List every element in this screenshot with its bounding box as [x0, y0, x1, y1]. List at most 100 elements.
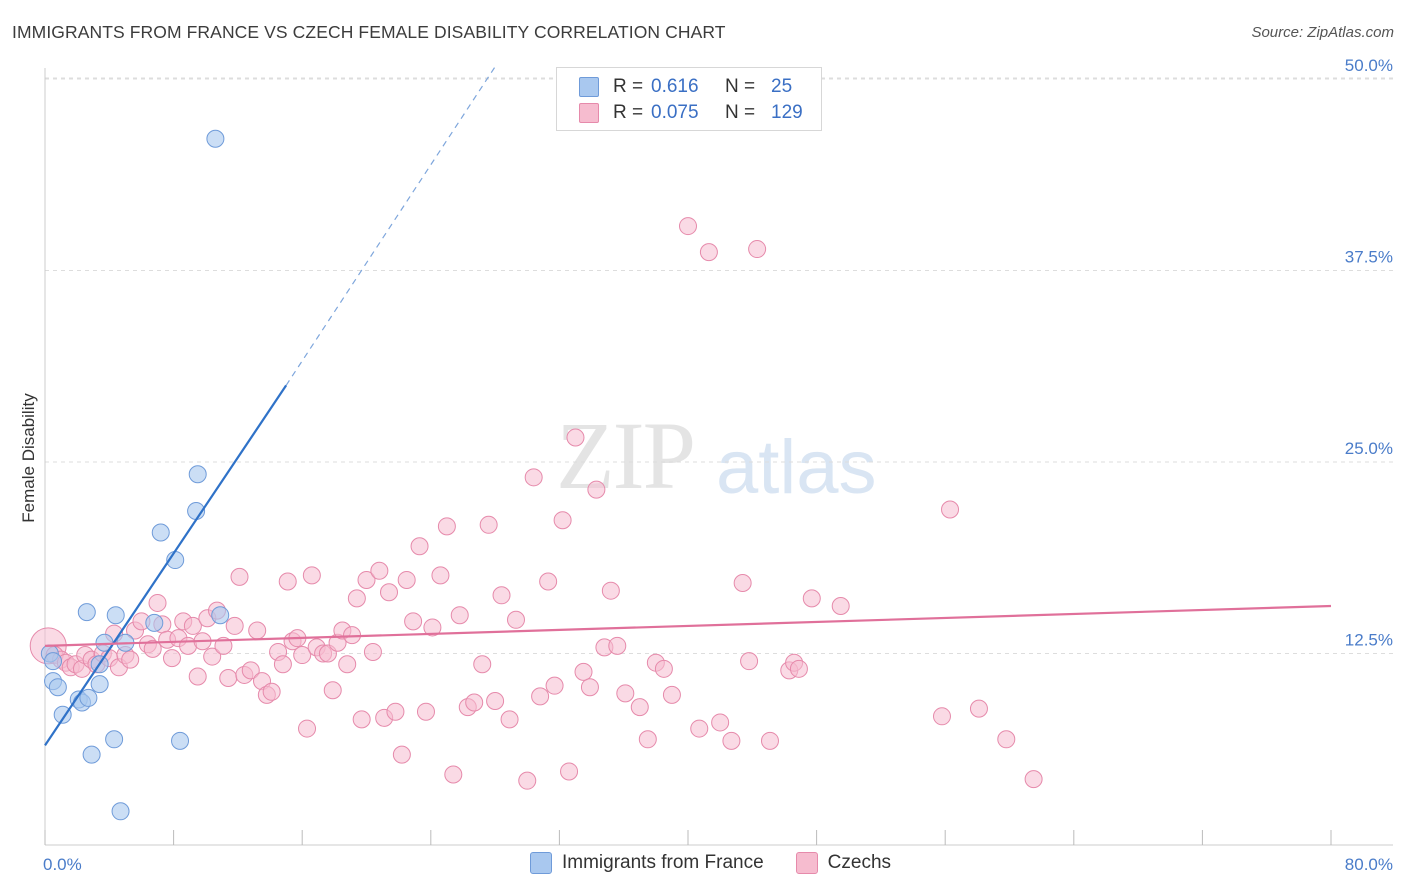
czechs-point: [143, 639, 162, 658]
czechs-point: [545, 676, 564, 695]
x-tick-label: 0.0%: [43, 855, 82, 874]
france-point: [53, 705, 72, 724]
czechs-point: [580, 678, 599, 697]
y-tick-label: 50.0%: [1345, 56, 1393, 75]
czechs-point: [492, 586, 511, 605]
czechs-point: [183, 616, 202, 635]
czechs-point: [262, 682, 281, 701]
france-point: [151, 523, 170, 542]
czechs-point: [273, 655, 292, 674]
france-point: [77, 603, 96, 622]
n-value: 129: [771, 102, 803, 123]
france-point: [105, 730, 124, 749]
czechs-point: [630, 698, 649, 717]
series-legend: Immigrants from France Czechs: [530, 852, 923, 874]
czechs-point: [654, 659, 673, 678]
czechs-point: [479, 515, 498, 534]
czechs-point: [518, 771, 537, 790]
czechs-point: [188, 667, 207, 686]
czechs-point: [941, 500, 960, 519]
czechs-point: [574, 662, 593, 681]
france-points: [40, 129, 230, 821]
czechs-point: [380, 583, 399, 602]
czechs-point: [203, 647, 222, 666]
czechs-point: [473, 655, 492, 674]
axes: [44, 68, 1393, 846]
czechs-point: [219, 669, 238, 688]
france-point: [188, 465, 207, 484]
y-tick-label: 25.0%: [1345, 439, 1393, 458]
czechs-point: [566, 428, 585, 447]
czechs-point: [450, 606, 469, 625]
france-point: [90, 675, 109, 694]
n-label: N =: [725, 102, 756, 123]
chart-title: IMMIGRANTS FROM FRANCE VS CZECH FEMALE D…: [12, 22, 726, 42]
y-axis-title: Female Disability: [19, 393, 38, 523]
france-point: [44, 652, 63, 671]
czechs-point: [214, 636, 233, 655]
watermark-zip: ZIP: [556, 402, 696, 509]
czechs-point: [162, 649, 181, 668]
czechs-point: [293, 646, 312, 665]
czechs-point: [386, 702, 405, 721]
czechs-point: [423, 618, 442, 637]
czechs-swatch: [579, 103, 599, 123]
czechs-point: [416, 702, 435, 721]
czechs-point: [410, 537, 429, 556]
czechs-point: [740, 652, 759, 671]
r-label: R =: [613, 102, 644, 123]
czechs-trend-line: [44, 604, 1332, 647]
czechs-point: [638, 730, 657, 749]
france-legend-swatch: [530, 852, 552, 874]
france-point: [206, 129, 225, 148]
czechs-legend-swatch: [795, 852, 818, 874]
n-label: N =: [725, 76, 756, 97]
czechs-point: [722, 731, 741, 750]
czechs-point: [802, 589, 821, 608]
czechs-point: [662, 685, 681, 704]
france-point: [48, 678, 67, 697]
czechs-point: [397, 570, 416, 589]
france-point: [79, 688, 98, 707]
france-legend-label: Immigrants from France: [562, 852, 764, 873]
czechs-point: [404, 612, 423, 631]
france-point: [111, 802, 130, 821]
czechs-point: [370, 561, 389, 580]
czechs-legend-label: Czechs: [827, 852, 892, 873]
czechs-point: [392, 745, 411, 764]
france-swatch: [579, 77, 599, 97]
czechs-point: [748, 240, 767, 259]
czechs-point: [465, 693, 484, 712]
czechs-point: [539, 572, 558, 591]
czechs-point: [616, 684, 635, 703]
y-tick-label: 37.5%: [1345, 248, 1393, 267]
legend-item-czechs[interactable]: Czechs: [795, 852, 892, 874]
czechs-point: [760, 731, 779, 750]
czechs-point: [347, 589, 366, 608]
czechs-point: [733, 574, 752, 593]
czechs-point: [486, 691, 505, 710]
czechs-point: [363, 642, 382, 661]
czechs-point: [148, 593, 167, 612]
czechs-point: [230, 567, 249, 586]
czechs-point: [531, 687, 550, 706]
czechs-point: [789, 659, 808, 678]
czechs-point: [587, 480, 606, 499]
czechs-point: [969, 699, 988, 718]
czechs-point: [506, 610, 525, 629]
legend-item-france[interactable]: Immigrants from France: [530, 852, 764, 874]
gridlines: [45, 77, 1393, 654]
r-value: 0.616: [651, 76, 699, 97]
czechs-point: [699, 243, 718, 262]
czechs-point: [679, 217, 697, 236]
czechs-point: [352, 710, 371, 729]
czechs-point: [437, 517, 456, 536]
y-tick-label: 12.5%: [1345, 631, 1393, 650]
n-value: 25: [771, 76, 793, 97]
czechs-point: [357, 570, 376, 589]
france-trend-line: [44, 384, 288, 747]
czechs-point: [601, 581, 620, 600]
czechs-point: [431, 566, 450, 585]
czechs-point: [711, 713, 730, 732]
x-tick-label: 80.0%: [1345, 855, 1393, 874]
